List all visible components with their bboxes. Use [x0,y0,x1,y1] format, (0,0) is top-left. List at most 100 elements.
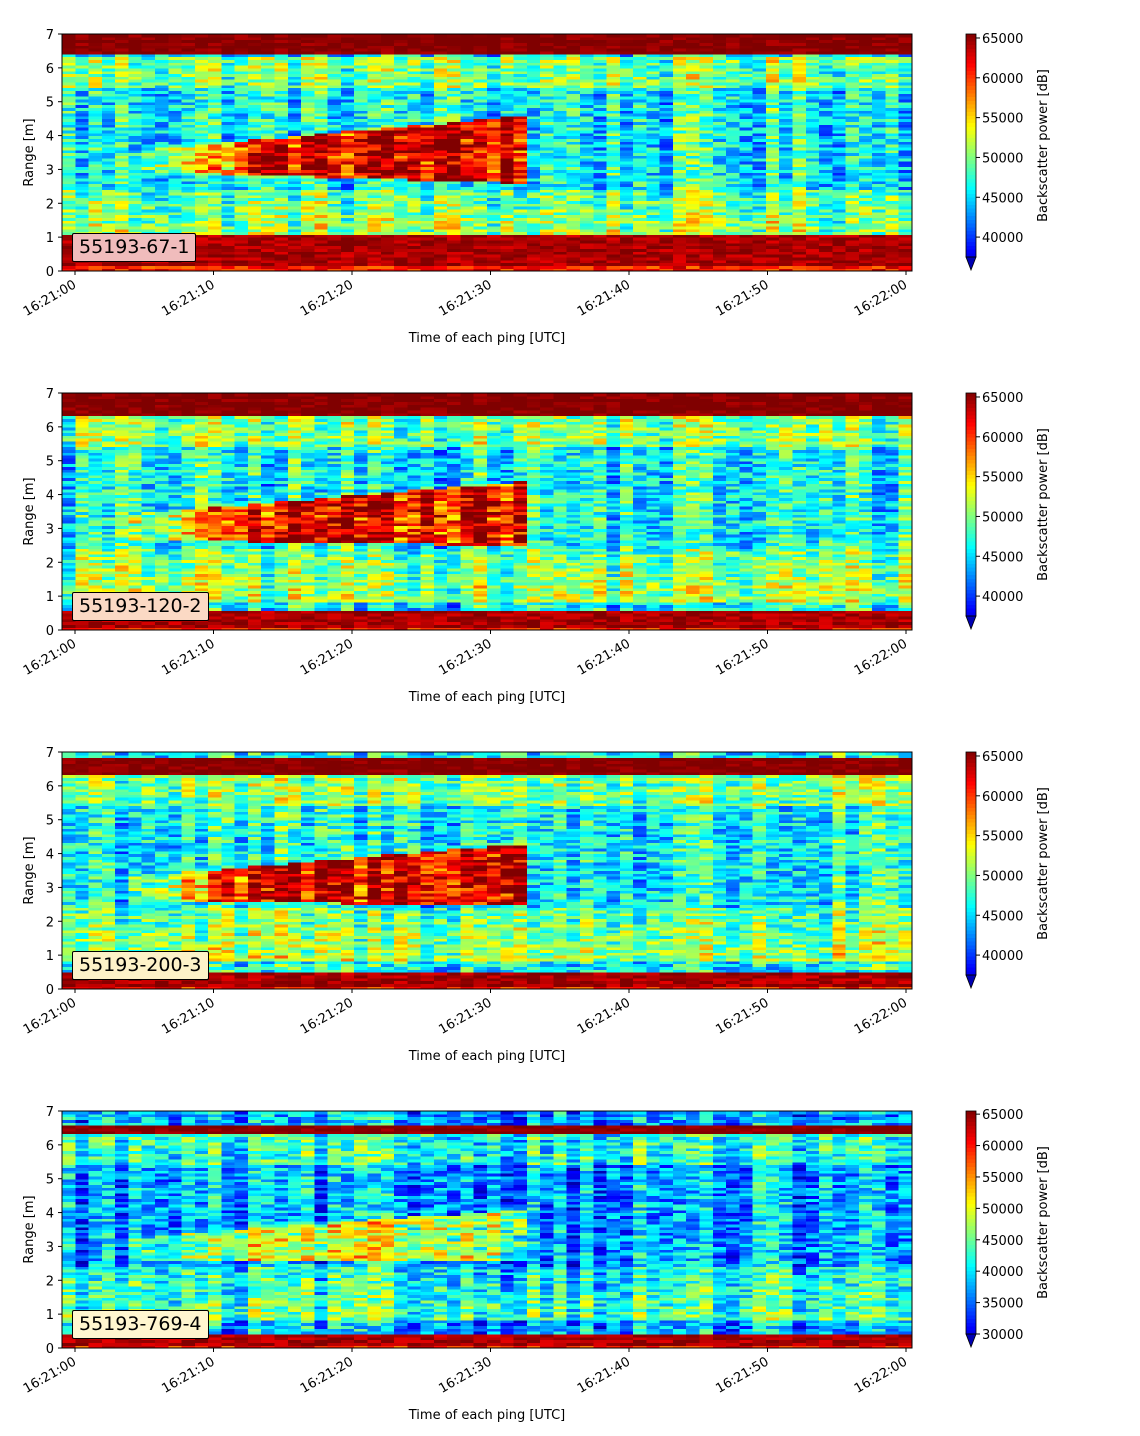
heatmap-cell [287,211,302,216]
heatmap-cell [88,56,103,60]
heatmap-cell [460,163,475,168]
heatmap-cell [261,208,276,213]
heatmap-cell [659,155,674,159]
heatmap-cell [739,194,754,199]
heatmap-cell [301,73,315,77]
heatmap-cell [845,225,860,230]
heatmap-cell [832,256,847,261]
heatmap-cell [659,50,674,55]
heatmap-cell [62,186,76,190]
heatmap-cell [500,262,515,266]
heatmap-cell [234,42,249,46]
heatmap-cell [314,141,329,145]
heatmap-cell [579,186,594,190]
heatmap-cell [686,197,701,202]
heatmap-cell [779,98,794,103]
heatmap-cell [301,231,315,235]
heatmap-cell [633,234,647,238]
heatmap-cell [394,189,408,193]
heatmap-cell [394,104,408,108]
heatmap-cell [712,206,727,210]
heatmap-cell [394,169,408,173]
heatmap-cell [460,223,475,227]
heatmap-cell [500,141,515,145]
heatmap-cell [261,220,276,224]
heatmap-cell [659,158,674,162]
heatmap-cell [726,59,740,63]
heatmap-cell [779,192,794,196]
heatmap-cell [819,107,833,111]
heatmap-cell [646,115,661,120]
heatmap-cell [154,62,169,66]
heatmap-cell [832,180,847,185]
heatmap-cell [845,259,860,264]
heatmap-cell [247,152,262,156]
heatmap-cell [234,127,249,131]
heatmap-cell [606,155,621,159]
heatmap-cell [394,234,408,238]
heatmap-cell [619,183,634,187]
heatmap-cell [686,158,701,162]
heatmap-cell [380,169,395,173]
heatmap-cell [327,214,342,218]
heatmap-cell [779,197,794,202]
heatmap-cell [327,113,342,117]
heatmap-cell [208,228,222,233]
heatmap-cell [221,175,236,179]
heatmap-cell [579,211,594,216]
heatmap-cell [526,180,541,185]
heatmap-cell [287,206,302,210]
heatmap-cell [619,208,634,213]
heatmap-cell [686,129,701,134]
heatmap-cell [247,110,262,114]
heatmap-cell [208,183,222,187]
heatmap-cell [247,206,262,210]
heatmap-cell [354,70,369,75]
heatmap-cell [141,206,156,210]
heatmap-cell [699,129,714,134]
heatmap-cell [234,73,249,77]
heatmap-cell [168,121,183,125]
heatmap-cell [128,34,143,38]
heatmap-cell [327,127,342,131]
heatmap-cell [234,87,249,92]
heatmap-cell [168,211,183,216]
heatmap-cell [168,149,183,154]
heatmap-cell [75,56,90,60]
heatmap-cell [633,79,647,83]
heatmap-cell [420,39,435,44]
heatmap-cell [340,214,355,218]
heatmap-cell [646,107,661,111]
heatmap-cell [247,200,262,204]
heatmap-cell [407,144,422,148]
heatmap-cell [407,180,422,185]
heatmap-cell [832,113,847,117]
heatmap-cell [792,237,807,241]
heatmap-cell [659,194,674,199]
heatmap-cell [659,81,674,86]
heatmap-cell [500,206,515,210]
heatmap-cell [712,127,727,131]
heatmap-cell [805,220,820,224]
heatmap-cell [407,67,422,72]
heatmap-cell [380,115,395,120]
heatmap-cell [779,259,794,264]
heatmap-cell [619,214,634,218]
heatmap-cell [526,203,541,207]
heatmap-cell [659,160,674,165]
heatmap-cell [819,129,833,134]
heatmap-cell [115,42,130,46]
heatmap-cell [513,90,528,94]
heatmap-cell [752,180,767,185]
heatmap-cell [659,59,674,63]
heatmap-cell [367,67,382,72]
heatmap-cell [739,251,754,255]
heatmap-cell [805,186,820,190]
heatmap-cell [526,220,541,224]
heatmap-cell [500,70,515,75]
heatmap-cell [380,152,395,156]
heatmap-cell [513,73,528,77]
heatmap-cell [154,158,169,162]
heatmap-cell [340,132,355,137]
heatmap-cell [380,189,395,193]
